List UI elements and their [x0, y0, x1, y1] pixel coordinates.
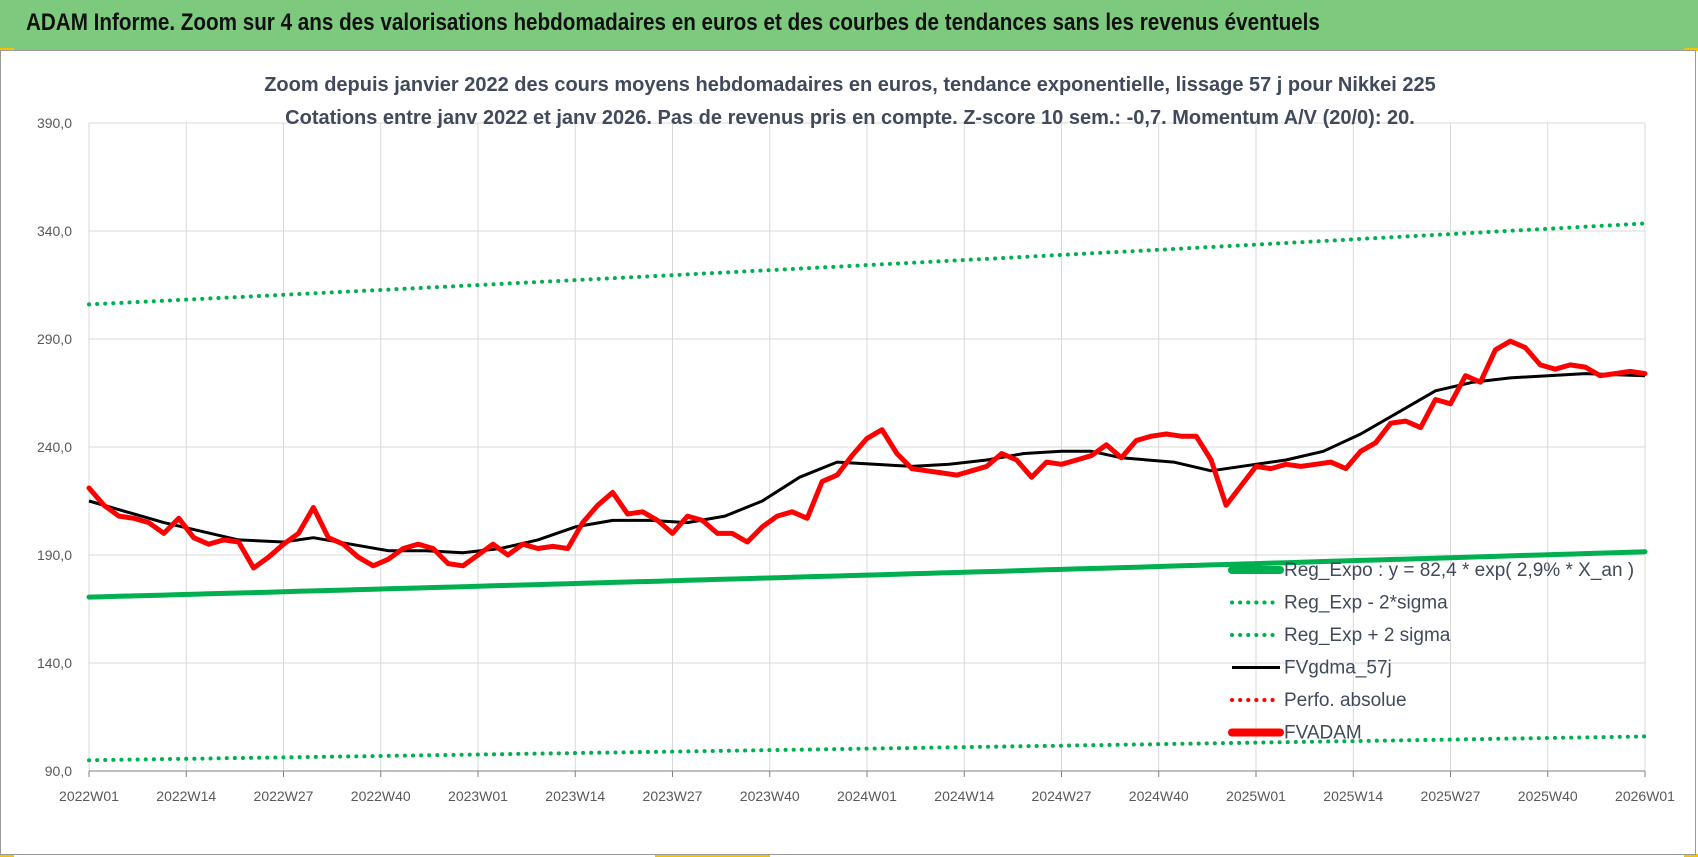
x-tick-label: 2025W01: [1226, 788, 1286, 804]
x-tick-label: 2023W14: [545, 788, 605, 804]
gridlines: [88, 122, 1646, 777]
x-tick-label: 2025W27: [1421, 788, 1481, 804]
x-tick-label: 2026W01: [1615, 788, 1675, 804]
series-line-1: [87, 734, 1647, 763]
x-tick-label: 2025W14: [1323, 788, 1383, 804]
corner-marker-top-left: [0, 48, 14, 51]
legend: Reg_Expo : y = 82,4 * exp( 2,9% * X_an )…: [1228, 560, 1634, 744]
x-tick-label: 2023W01: [448, 788, 508, 804]
y-tick-label: 340,0: [37, 223, 72, 239]
x-tick-label: 2024W14: [934, 788, 994, 804]
y-tick-label: 140,0: [37, 655, 72, 671]
legend-label: Reg_Expo : y = 82,4 * exp( 2,9% * X_an ): [1284, 560, 1634, 581]
y-tick-label: 190,0: [37, 547, 72, 563]
chart-subtitle: Cotations entre janv 2022 et janv 2026. …: [285, 107, 1415, 129]
chart-frame: [0, 50, 1696, 855]
chart-title: Zoom depuis janvier 2022 des cours moyen…: [264, 74, 1436, 96]
x-tick-label: 2022W40: [351, 788, 411, 804]
x-tick-label: 2022W14: [156, 788, 216, 804]
legend-label: Perfo. absolue: [1284, 690, 1407, 711]
report-title: ADAM Informe. Zoom sur 4 ans des valoris…: [26, 9, 1320, 36]
series-line-5: [86, 338, 1648, 571]
y-tick-label: 390,0: [37, 115, 72, 131]
y-tick-label: 290,0: [37, 331, 72, 347]
x-tick-label: 2024W27: [1032, 788, 1092, 804]
y-tick-label: 240,0: [37, 439, 72, 455]
x-tick-label: 2025W40: [1518, 788, 1578, 804]
legend-label: FVADAM: [1284, 723, 1362, 744]
x-tick-label: 2024W40: [1129, 788, 1189, 804]
legend-label: Reg_Exp - 2*sigma: [1284, 593, 1448, 614]
series-line-0: [86, 549, 1648, 600]
x-axis-tick-labels: 2022W01 2022W14 2022W27 2022W40 2023W01 2023W…: [59, 788, 1675, 804]
x-tick-label: 2023W40: [740, 788, 800, 804]
series-line-2: [87, 221, 1647, 307]
corner-marker-bottom-center: [655, 854, 770, 857]
legend-label: FVgdma_57j: [1284, 658, 1392, 679]
x-tick-label: 2024W01: [837, 788, 897, 804]
y-tick-label: 90,0: [45, 763, 72, 779]
x-tick-label: 2022W27: [254, 788, 314, 804]
x-tick-label: 2022W01: [59, 788, 119, 804]
corner-marker-bottom-right: [1684, 854, 1698, 857]
corner-marker-bottom-left: [0, 854, 14, 857]
corner-marker-top-right: [1684, 48, 1698, 51]
x-tick-label: 2023W27: [643, 788, 703, 804]
y-axis-tick-labels: 90,0 140,0 190,0 240,0 290,0 340,0 390,0: [37, 115, 72, 779]
legend-label: Reg_Exp + 2 sigma: [1284, 625, 1451, 646]
series-layer: [86, 221, 1648, 763]
title-banner: ADAM Informe. Zoom sur 4 ans des valoris…: [0, 0, 1698, 50]
